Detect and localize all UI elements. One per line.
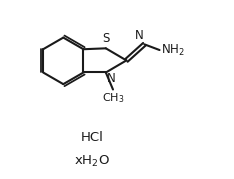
Text: S: S: [102, 32, 110, 45]
Text: xH$_2$O: xH$_2$O: [74, 154, 110, 169]
Text: HCl: HCl: [80, 131, 103, 144]
Text: CH$_3$: CH$_3$: [102, 91, 124, 105]
Text: N: N: [135, 29, 144, 42]
Text: NH$_2$: NH$_2$: [161, 42, 185, 58]
Text: N: N: [107, 72, 116, 85]
